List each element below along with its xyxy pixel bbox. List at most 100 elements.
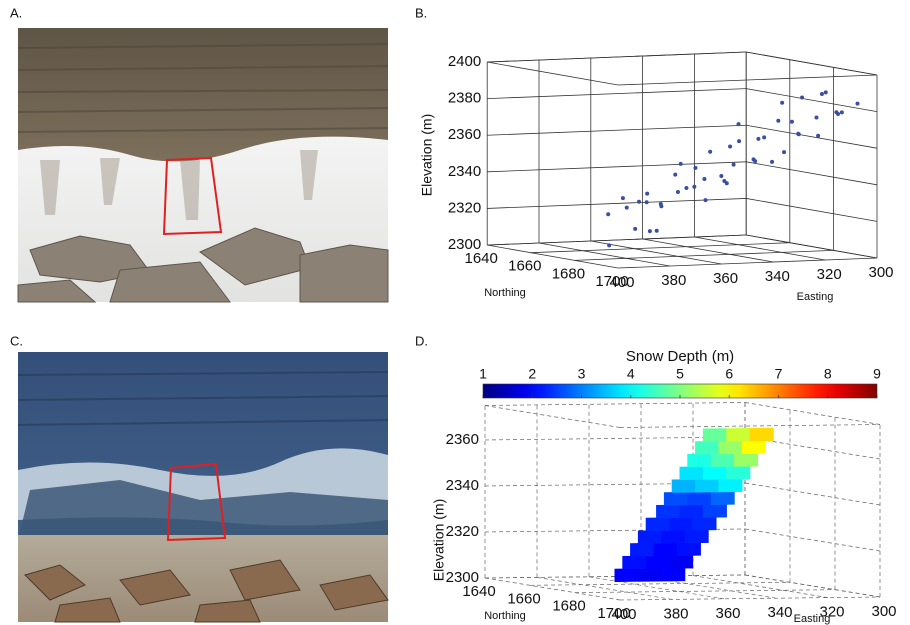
point — [673, 172, 678, 177]
z-tick-label: 2320 — [446, 523, 479, 540]
grid-line — [487, 88, 747, 100]
point — [678, 161, 683, 166]
point — [814, 115, 819, 120]
point — [823, 90, 828, 95]
surface-cell — [684, 529, 709, 544]
surface-cell — [622, 555, 647, 570]
surface-cell — [669, 555, 694, 569]
z-tick-label: 2300 — [448, 236, 481, 253]
panel-label: D. — [415, 333, 428, 348]
y-tick-label: 1700 — [595, 273, 628, 290]
point — [692, 184, 697, 189]
grid-line — [530, 242, 790, 254]
surface-cell — [710, 453, 735, 468]
point — [855, 101, 860, 106]
x-axis-title: Easting — [794, 613, 831, 625]
surface-cell — [645, 517, 670, 532]
z-axis-title: Elevation (m) — [419, 114, 435, 196]
y-tick-label: 1640 — [462, 583, 495, 600]
colorbar-tick-label: 6 — [725, 366, 733, 382]
point — [836, 111, 841, 116]
grid-line — [694, 236, 826, 261]
surface-cell — [749, 427, 774, 442]
panel-label: B. — [415, 5, 427, 20]
surface-cell — [630, 542, 655, 557]
grid-line — [744, 528, 881, 552]
point — [654, 228, 659, 233]
x-tick-label: 380 — [661, 272, 686, 289]
surface-cell — [663, 491, 688, 506]
surface-cell — [695, 441, 720, 455]
point — [708, 149, 713, 154]
point — [637, 199, 641, 204]
photo-c — [17, 352, 389, 623]
grid-line — [744, 482, 881, 506]
y-tick-label: 1660 — [508, 258, 541, 275]
grid-line — [617, 257, 878, 269]
point — [607, 243, 612, 248]
z-tick-label: 2380 — [448, 90, 481, 107]
point — [684, 185, 689, 190]
surface-cell — [637, 568, 662, 582]
x-tick-label: 400 — [611, 606, 636, 623]
grid-line — [487, 124, 747, 136]
panel-label: A. — [10, 5, 22, 20]
surface-cell — [661, 567, 686, 582]
grid-line — [746, 234, 878, 259]
box-edge — [617, 74, 878, 86]
colorbar-tick-label: 7 — [775, 366, 783, 382]
surface-cell — [695, 478, 720, 493]
point — [762, 135, 767, 140]
surface-cell — [656, 504, 681, 519]
box-edge — [484, 402, 746, 406]
colorbar-title: Snow Depth (m) — [626, 348, 734, 365]
x-tick-label: 360 — [715, 605, 740, 622]
grid-line — [487, 234, 747, 246]
x-tick-label: 400 — [609, 274, 634, 291]
point — [620, 196, 625, 201]
photo-a — [17, 28, 389, 303]
box-edge — [619, 424, 881, 428]
grid-line — [536, 577, 673, 600]
z-tick-label: 2300 — [446, 569, 479, 586]
colorbar-tick-label: 8 — [824, 366, 832, 382]
point — [644, 200, 649, 205]
point — [675, 190, 680, 195]
point — [800, 95, 805, 100]
surface-cell — [669, 517, 694, 531]
x-tick-label: 340 — [765, 268, 790, 285]
grid-line — [744, 574, 881, 598]
z-tick-label: 2360 — [446, 431, 479, 448]
surface-cell — [679, 466, 704, 481]
surface-cell — [734, 453, 759, 467]
surface-cell — [676, 542, 701, 556]
box-edge — [487, 51, 747, 63]
point — [728, 144, 733, 149]
y-tick-label: 1680 — [552, 598, 585, 615]
z-axis-title: Elevation (m) — [431, 499, 447, 581]
grid-line — [574, 589, 836, 594]
point — [789, 119, 794, 124]
x-tick-label: 320 — [817, 266, 842, 283]
grid-line — [746, 161, 878, 186]
surface-cell — [637, 530, 662, 544]
grid-line — [484, 574, 746, 579]
point — [693, 165, 698, 170]
colorbar-tick-label: 1 — [479, 366, 487, 382]
z-tick-label: 2320 — [448, 199, 481, 216]
x-tick-label: 340 — [767, 604, 792, 621]
surface-cell — [702, 466, 727, 480]
z-tick-label: 2400 — [448, 53, 481, 70]
grid-line — [588, 576, 725, 600]
surface-cell — [741, 440, 766, 454]
grid-line — [746, 198, 878, 222]
point — [782, 150, 787, 155]
colorbar-tick-label: 9 — [873, 366, 881, 382]
z-tick-label: 2340 — [448, 163, 481, 180]
point — [606, 212, 611, 217]
point — [624, 205, 629, 210]
grid-line — [590, 240, 722, 265]
point — [658, 201, 663, 206]
grid-line — [487, 161, 747, 173]
